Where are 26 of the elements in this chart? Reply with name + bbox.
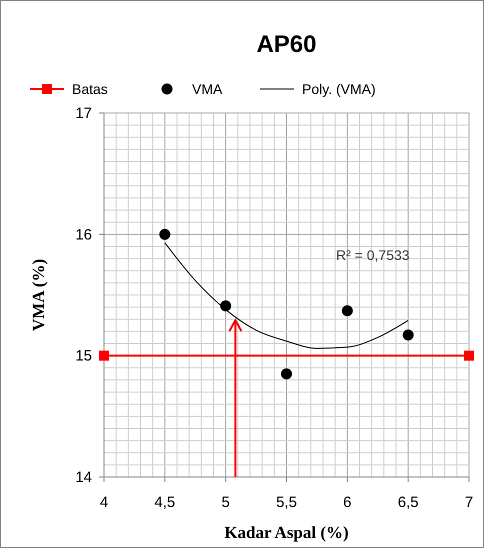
x-tick-label: 6,5 bbox=[398, 494, 419, 511]
chart-title: AP60 bbox=[256, 31, 317, 58]
point bbox=[464, 350, 474, 361]
point bbox=[159, 228, 170, 240]
x-tick-label: 6 bbox=[343, 494, 352, 511]
y-axis-title: VMA (%) bbox=[29, 258, 48, 332]
point bbox=[342, 305, 353, 316]
x-tick-label: 5,5 bbox=[276, 494, 297, 511]
x-axis-title: Kadar Aspal (%) bbox=[224, 523, 349, 542]
x-tick-label: 5 bbox=[221, 494, 230, 511]
y-tick-label: 16 bbox=[75, 226, 92, 244]
point bbox=[402, 330, 414, 341]
y-tick-label: 17 bbox=[75, 105, 92, 122]
x-tick-label: 7 bbox=[464, 494, 474, 511]
legend-label: Batas bbox=[72, 81, 108, 97]
legend-label: Poly. (VMA) bbox=[302, 81, 376, 97]
point bbox=[99, 350, 109, 361]
annotation: R² = 0,7533 bbox=[336, 247, 410, 263]
x-tick-label: 4 bbox=[100, 494, 108, 511]
y-tick-label: 14 bbox=[75, 469, 92, 486]
x-tick-label: 4,5 bbox=[154, 494, 176, 511]
point bbox=[281, 368, 292, 380]
y-tick-label: 15 bbox=[75, 348, 92, 365]
line-series bbox=[164, 242, 409, 349]
point bbox=[220, 300, 232, 312]
legend-label: VMA bbox=[192, 81, 223, 97]
